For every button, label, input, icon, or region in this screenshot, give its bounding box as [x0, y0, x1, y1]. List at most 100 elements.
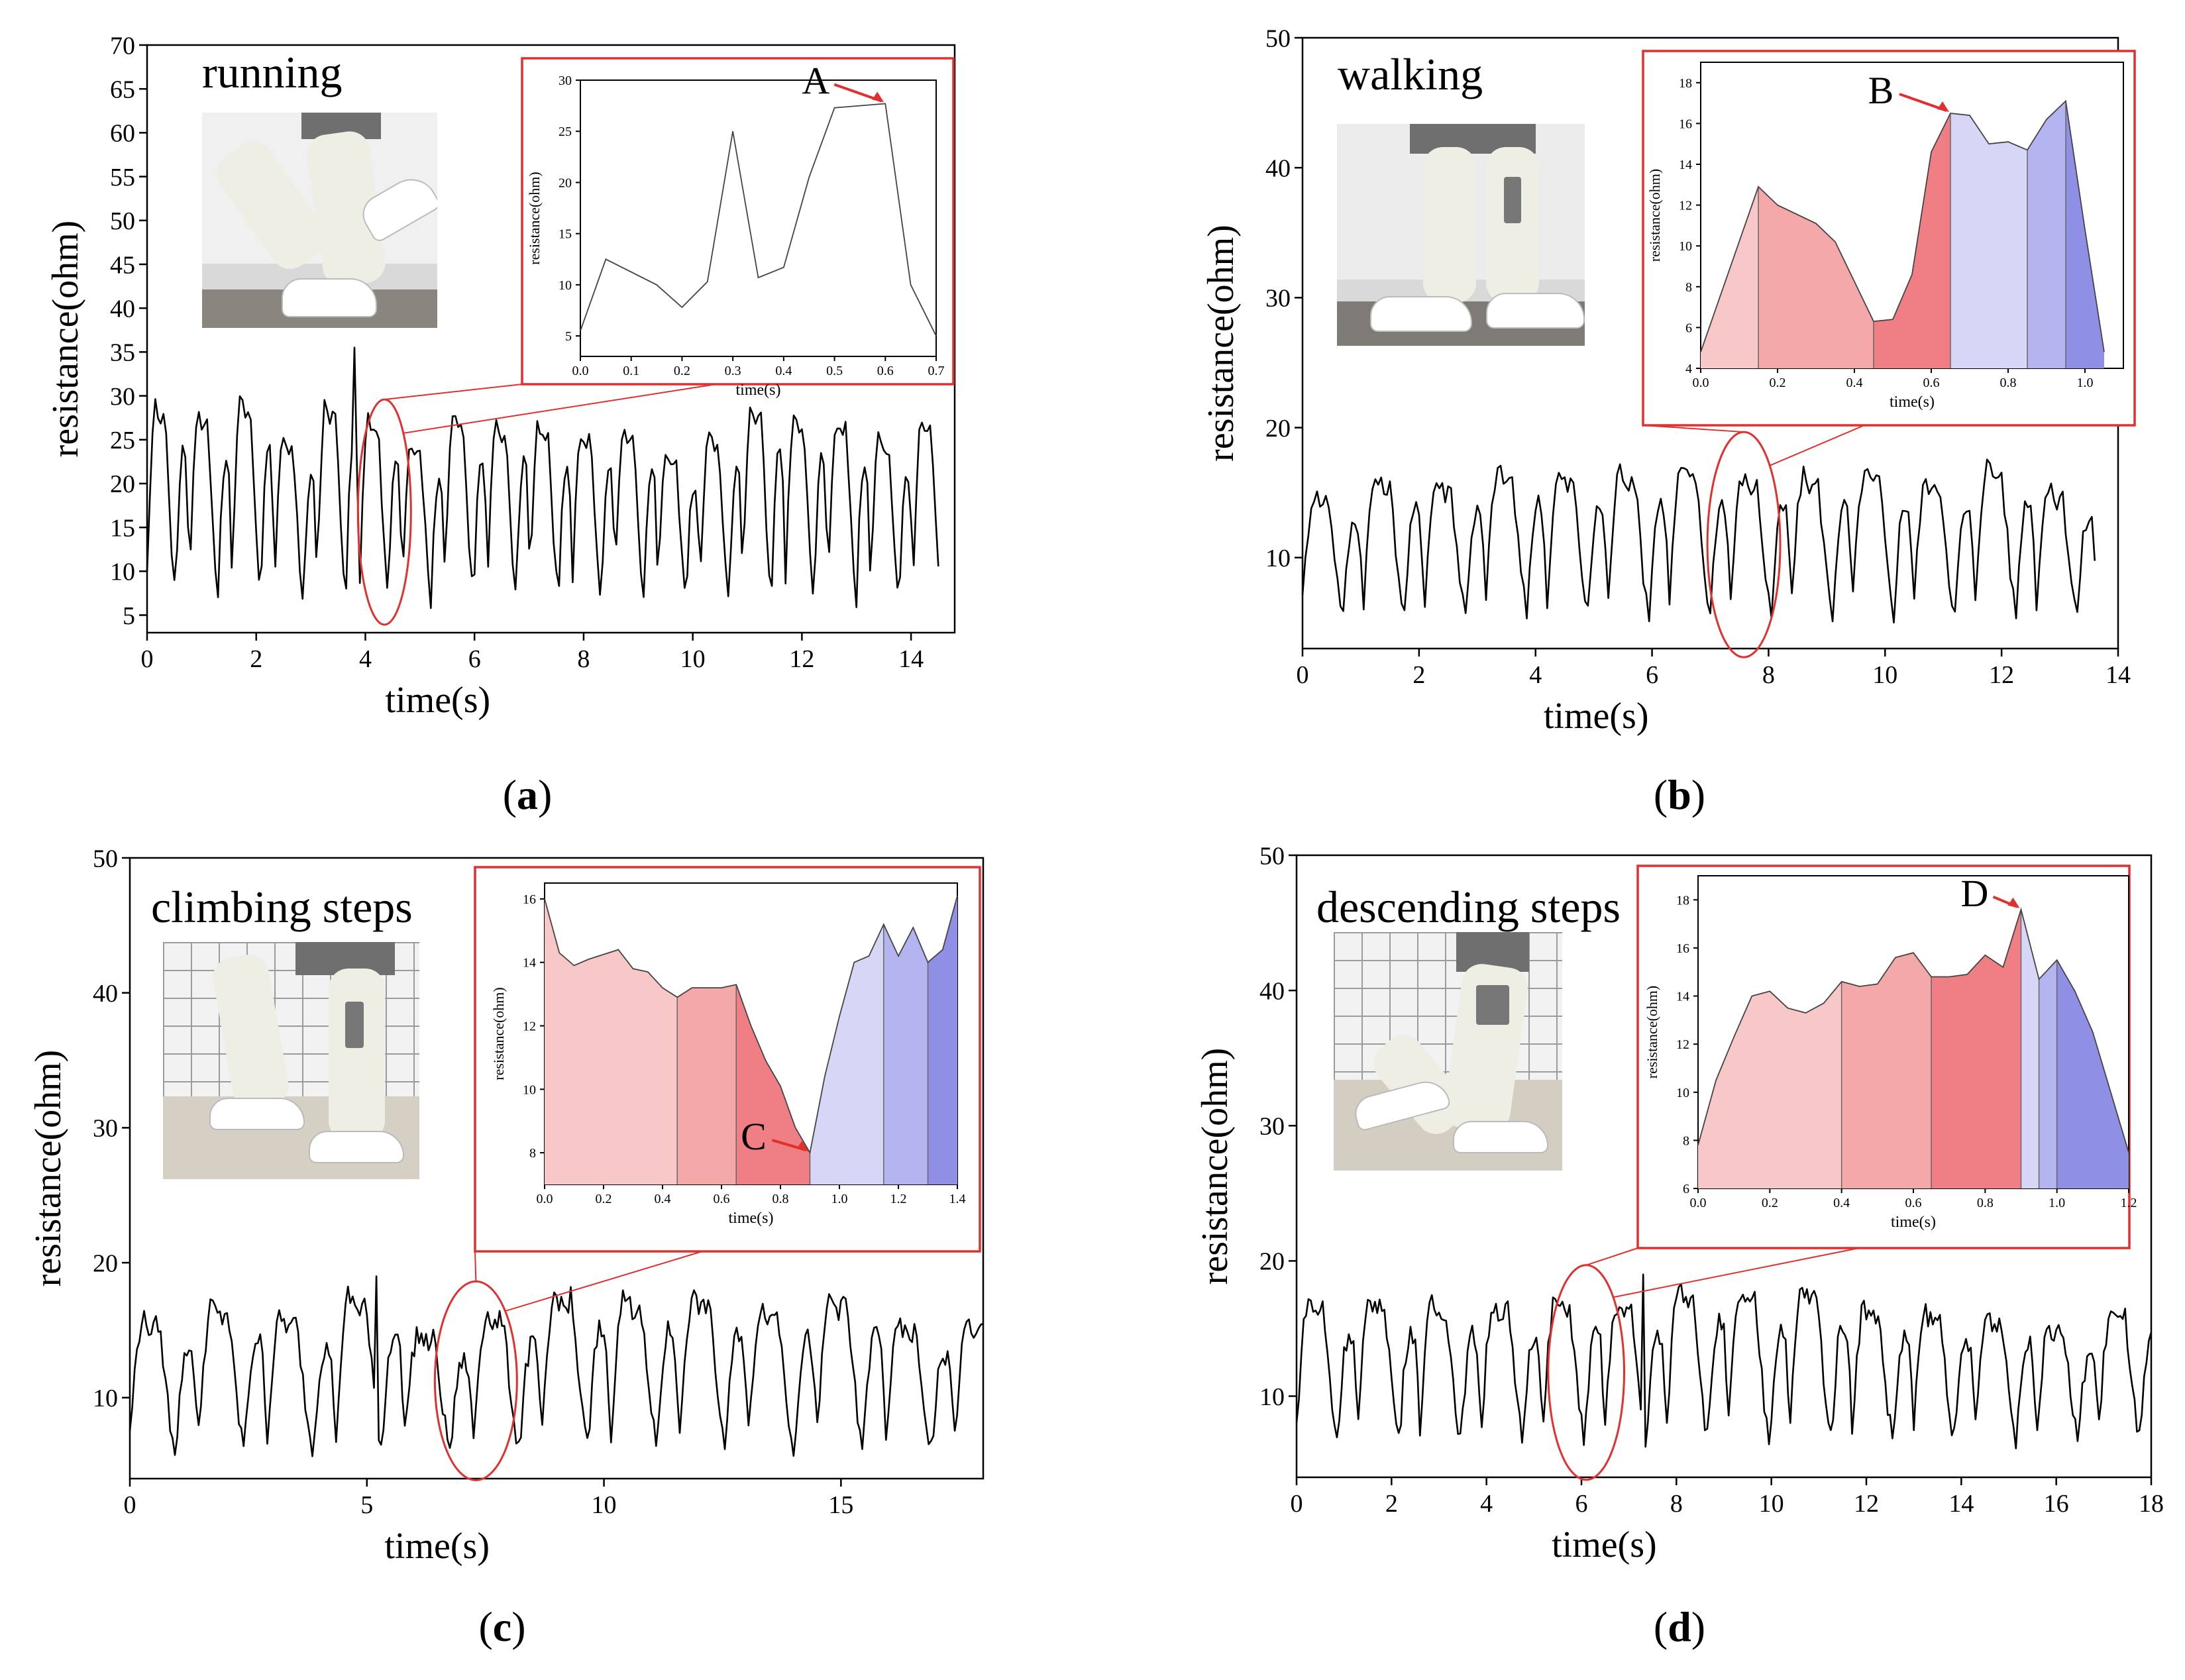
- panel-c-x-tick-label: 5: [360, 1491, 373, 1519]
- panel-b-inset-x-tick-label: 0.6: [1923, 376, 1940, 390]
- photo-descending-steps: [1334, 932, 1562, 1171]
- panel-c-inset-area-segment: [677, 984, 737, 1184]
- panel-b: 0 2 4 6 8 10 12 14 10 20 30 40 50 time(s) resistance(o…: [1092, 0, 2185, 840]
- panel-a-inset-y-tick-label: 10: [559, 278, 572, 293]
- panel-a-y-tick-label: 45: [110, 251, 135, 279]
- panel-d-y-tick-label: 50: [1259, 842, 1285, 870]
- panel-b-inset-area-segment: [1950, 113, 2027, 368]
- panel-c-inset-y-tick-label: 16: [523, 892, 536, 907]
- panel-b-inset-x-axis-label: time(s): [1890, 394, 1935, 411]
- panel-a-inset-y-tick-label: 30: [559, 74, 572, 88]
- panel-c-inset-series-line: [544, 895, 958, 1155]
- panel-a-series-line: [146, 346, 939, 609]
- panel-c: 0 5 10 15 10 20 30 40 50 time(s) resistance(ohm) cl…: [0, 840, 1092, 1680]
- photo-running: [202, 113, 437, 328]
- panel-b-activity-title: walking: [1338, 49, 1483, 99]
- panel-a-inset-x-tick-label: 0.2: [674, 364, 690, 378]
- panel-a-y-tick-label: 60: [110, 120, 135, 148]
- panel-d: 0 2 4 6 8 10 12 14 16 18 10 20 30 40 50 time(s) resistan…: [1092, 840, 2185, 1680]
- photo-walking: [1337, 124, 1585, 346]
- panel-a-zoom-connector: [384, 384, 523, 400]
- panel-c-inset-x-tick-label: 1.0: [831, 1192, 848, 1206]
- panel-b-x-tick-label: 6: [1646, 661, 1658, 689]
- panel-a-x-tick-label: 14: [898, 645, 924, 673]
- panel-b-annotation-label: B: [1868, 69, 1894, 112]
- panel-c-y-tick-label: 30: [93, 1115, 118, 1143]
- panel-b-inset-area-segment: [1874, 113, 1950, 368]
- panel-d-zoom-connector: [1585, 1247, 1638, 1266]
- panel-d-series-line: [1295, 1273, 2153, 1449]
- panel-b-inset-area-segment: [1758, 186, 1874, 368]
- panel-c-inset-x-axis-label: time(s): [729, 1210, 774, 1227]
- panel-a-x-tick-label: 6: [468, 645, 481, 673]
- panel-d-y-tick-label: 20: [1259, 1248, 1285, 1276]
- panel-b-inset-area-segment: [1701, 186, 1758, 368]
- panel-c-inset-x-tick-label: 0.8: [773, 1192, 789, 1206]
- panel-b-inset-x-tick-label: 0.8: [2000, 376, 2017, 390]
- panel-b-y-tick-label: 20: [1265, 415, 1291, 443]
- chart-climbing-steps: 0 5 10 15 10 20 30 40 50 time(s) resistance(ohm) cl…: [28, 845, 985, 1567]
- panel-c-zoom-connector: [504, 1251, 703, 1312]
- panel-c-x-tick-label: 15: [828, 1491, 853, 1519]
- panel-d-annotation-label: D: [1961, 872, 1989, 915]
- panel-b-inset-y-axis-label: resistance(ohm): [1646, 169, 1663, 262]
- panel-a-x-axis-label: time(s): [386, 680, 491, 721]
- panel-a-y-axis-label: resistance(ohm): [45, 221, 86, 458]
- panel-b-y-axis-label: resistance(ohm): [1200, 225, 1242, 462]
- panel-a-y-tick-label: 55: [110, 164, 135, 191]
- panel-c-inset-y-axis-label: resistance(ohm): [490, 987, 507, 1080]
- panel-b-inset-x-tick-label: 1.0: [2077, 376, 2094, 390]
- panel-b-x-tick-label: 12: [1989, 661, 2014, 689]
- panel-d-plot-frame: [1295, 854, 2153, 1479]
- panel-d-x-tick-label: 14: [1948, 1490, 1974, 1518]
- panel-b-annotation-arrowhead: [1937, 101, 1949, 112]
- panel-a-annotation-arrowhead: [872, 91, 884, 103]
- panel-d-inset-y-tick-label: 18: [1676, 893, 1689, 908]
- panel-b-zoom-connector: [1769, 425, 1865, 466]
- panel-d-y-tick-label: 10: [1259, 1383, 1285, 1411]
- panel-d-inset-x-tick-label: 0.8: [1977, 1196, 1994, 1210]
- chart-walking: 0 2 4 6 8 10 12 14 10 20 30 40 50 time(s) resistance(o…: [1200, 25, 2136, 737]
- panel-b-inset-y-tick-label: 10: [1679, 239, 1692, 254]
- panel-b-x-tick-label: 14: [2105, 661, 2131, 689]
- panel-d-zoom-connector: [1613, 1247, 1860, 1298]
- panel-b-series-line: [1301, 458, 2096, 624]
- panel-a-inset-frame: [521, 57, 955, 386]
- panel-c-x-tick-label: 10: [592, 1491, 617, 1519]
- panel-b-inset-y-tick-label: 8: [1685, 280, 1692, 295]
- panel-c-inset-x-tick-label: 1.2: [890, 1192, 907, 1206]
- panel-b-inset-series-line: [1700, 99, 2105, 352]
- panel-c-activity-title: climbing steps: [151, 882, 413, 932]
- panel-a-inset-x-tick-label: 0.4: [775, 364, 792, 378]
- panel-d-inset-y-axis-label: resistance(ohm): [1644, 986, 1660, 1079]
- panel-c-inset-y-tick-label: 12: [523, 1020, 536, 1034]
- panel-c-y-tick-label: 40: [93, 980, 118, 1008]
- panel-a-x-tick-label: 12: [789, 645, 814, 673]
- panel-d-inset-area-segment: [2021, 909, 2039, 1188]
- panel-a-inset-series-line: [580, 103, 937, 337]
- panel-a-y-tick-label: 20: [110, 470, 135, 498]
- panel-c-x-tick-label: 0: [124, 1491, 136, 1519]
- panel-b-inset-y-tick-label: 12: [1679, 199, 1692, 213]
- panel-a-inset-y-tick-label: 15: [559, 227, 572, 242]
- panel-d-inset-area-segment: [2056, 960, 2129, 1188]
- panel-c-inset-y-tick-label: 14: [523, 956, 536, 971]
- panel-d-inset-area-segment: [2039, 960, 2057, 1188]
- panel-b-inset-y-tick-label: 16: [1679, 117, 1692, 131]
- panel-a-y-tick-label: 70: [110, 32, 135, 60]
- panel-a-inset-y-axis-label: resistance(ohm): [526, 172, 543, 265]
- panel-c-annotation-arrowhead: [796, 1141, 809, 1152]
- panel-d-inset-y-tick-label: 10: [1676, 1086, 1689, 1100]
- panel-c-inset-x-tick-label: 1.4: [949, 1192, 966, 1206]
- panel-b-y-tick-label: 30: [1265, 285, 1291, 313]
- panel-c-zoom-connector: [474, 1251, 477, 1282]
- panel-a-y-tick-label: 35: [110, 339, 135, 367]
- panel-a-inset-x-tick-label: 0.5: [826, 364, 843, 378]
- panel-c-x-axis-label: time(s): [384, 1526, 490, 1567]
- panel-a-inset-x-axis-label: time(s): [736, 382, 781, 399]
- panel-d-inset-area-segment: [1841, 953, 1932, 1188]
- panel-d-inset-x-axis-label: time(s): [1891, 1214, 1936, 1231]
- panel-d-inset-x-tick-label: 1.2: [2121, 1196, 2137, 1210]
- panel-d-x-tick-label: 8: [1670, 1490, 1683, 1518]
- panel-c-y-tick-label: 20: [93, 1249, 118, 1277]
